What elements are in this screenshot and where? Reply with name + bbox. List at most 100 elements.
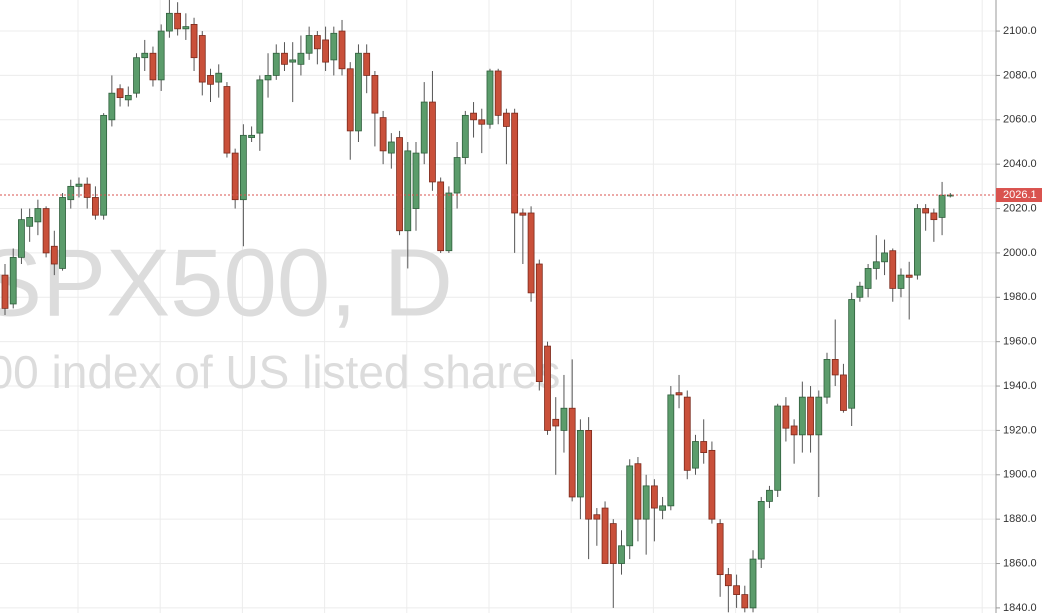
candle-body xyxy=(116,88,124,99)
candle-body xyxy=(379,117,387,152)
candle-body xyxy=(429,101,436,183)
candle-body xyxy=(872,261,880,269)
y-tick-label: 1960.0 xyxy=(1003,336,1037,348)
candle-body xyxy=(700,441,708,453)
candle-body xyxy=(453,157,461,194)
candle-body xyxy=(387,141,395,154)
candle-body xyxy=(42,208,50,254)
candle-body xyxy=(650,485,658,509)
candle-body xyxy=(634,463,642,520)
y-tick-label: 2100.0 xyxy=(1003,25,1037,37)
candle-body xyxy=(667,394,675,507)
candle-body xyxy=(889,250,897,289)
last-price-box xyxy=(996,188,1042,203)
candle-body xyxy=(330,32,338,61)
candle-body xyxy=(823,359,831,398)
last-price-label: 2026.1 xyxy=(1003,189,1037,201)
y-tick-label: 1920.0 xyxy=(1003,424,1037,436)
candle-body xyxy=(92,197,99,216)
candle-body xyxy=(708,449,716,520)
candle-body xyxy=(683,396,691,471)
candle-body xyxy=(503,112,510,127)
candle-body xyxy=(363,52,371,76)
candle-body xyxy=(412,152,420,209)
candle-body xyxy=(396,137,403,232)
price-axis: 1840.0 1860.0 1880.0 1900.0 1920.0 1940.0 1960… xyxy=(996,25,1042,613)
candle-body xyxy=(297,52,305,65)
candle-body xyxy=(198,35,206,83)
candle-body xyxy=(478,119,486,125)
y-tick-label: 1860.0 xyxy=(1003,557,1037,569)
candle-body xyxy=(486,70,494,125)
candle-body xyxy=(26,217,34,227)
candle-body xyxy=(445,192,453,252)
y-tick-label: 2060.0 xyxy=(1003,114,1037,126)
candle-body xyxy=(470,112,477,121)
y-tick-label: 2040.0 xyxy=(1003,158,1037,170)
candle-body xyxy=(914,208,921,276)
candle-body xyxy=(34,208,42,223)
candle-body xyxy=(1,274,9,309)
candle-body xyxy=(922,208,930,214)
candle-body xyxy=(938,194,946,218)
candle-body xyxy=(83,183,91,198)
candle-body xyxy=(692,441,699,469)
y-tick-label: 1840.0 xyxy=(1003,602,1037,613)
candle-body xyxy=(840,374,847,411)
candle-body xyxy=(404,150,412,232)
y-tick-label: 1940.0 xyxy=(1003,380,1037,392)
candle-body xyxy=(264,75,272,81)
candle-body xyxy=(133,57,140,94)
candle-body xyxy=(59,197,66,269)
candle-body xyxy=(305,35,313,54)
candle-body xyxy=(338,30,346,70)
candle-body xyxy=(774,405,782,491)
candle-body xyxy=(659,505,666,511)
candle-body xyxy=(272,52,280,76)
y-tick-label: 1900.0 xyxy=(1003,469,1037,481)
candle-body xyxy=(856,285,864,298)
candle-body xyxy=(757,501,765,560)
y-tick-label: 1980.0 xyxy=(1003,291,1037,303)
candle-body xyxy=(766,489,773,502)
candle-body xyxy=(18,219,25,258)
candle-body xyxy=(461,114,469,158)
candle-body xyxy=(494,70,502,116)
candle-body xyxy=(141,52,149,59)
candle-body xyxy=(790,425,798,436)
candle-body xyxy=(231,152,239,201)
candle-body xyxy=(420,101,428,154)
candle-body xyxy=(437,181,445,252)
candle-body xyxy=(322,39,329,63)
candle-body xyxy=(724,574,732,587)
candle-body xyxy=(190,24,198,59)
candle-body xyxy=(577,430,584,498)
candle-body xyxy=(897,274,905,289)
candle-body xyxy=(626,465,634,547)
candle-body xyxy=(642,485,650,520)
y-tick-label: 1880.0 xyxy=(1003,513,1037,525)
candle-body xyxy=(535,263,543,382)
candle-body xyxy=(741,594,749,609)
candles xyxy=(0,0,996,613)
candle-body xyxy=(165,12,173,32)
candle-body xyxy=(149,52,157,81)
candle-body xyxy=(50,245,58,265)
watermark-title: SPX500, D xyxy=(0,229,453,336)
candle-body xyxy=(716,523,724,576)
candle-body xyxy=(560,407,568,431)
candle-body xyxy=(511,112,519,214)
candle-body xyxy=(881,252,888,263)
candle-body xyxy=(239,134,247,201)
candle-body xyxy=(864,268,872,289)
candle-body xyxy=(215,72,223,83)
candle-body xyxy=(618,545,625,564)
candle-body xyxy=(782,405,790,429)
candle-body xyxy=(519,212,527,216)
candle-body xyxy=(831,359,839,376)
candle-body xyxy=(568,407,576,498)
candle-body xyxy=(256,79,264,134)
candle-body xyxy=(157,30,165,81)
candle-body xyxy=(930,212,938,221)
